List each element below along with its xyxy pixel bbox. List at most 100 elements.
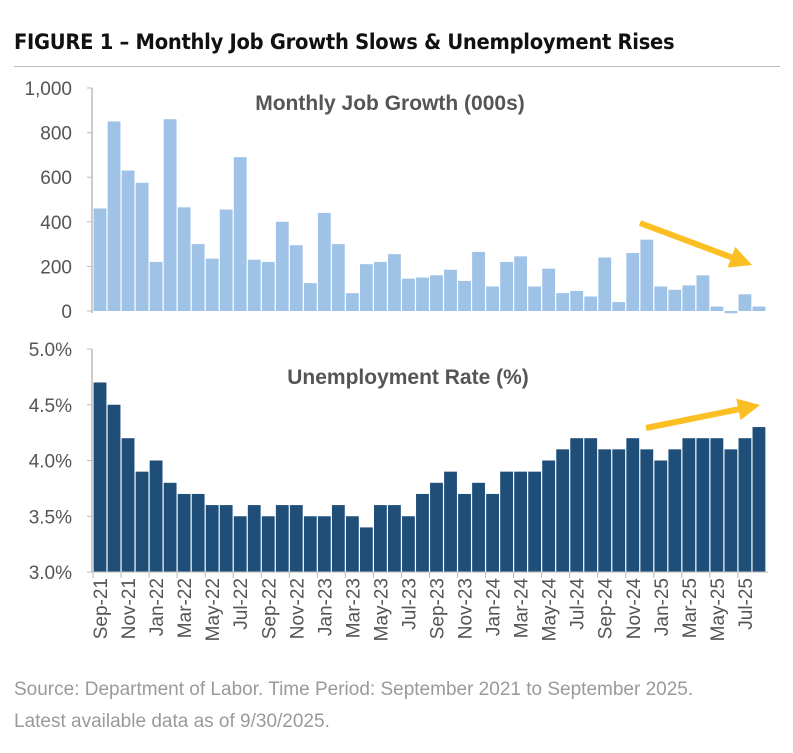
jobs-bar — [668, 289, 682, 311]
unemployment-bar — [416, 493, 429, 572]
title-divider — [14, 66, 780, 67]
x-tick-label: Sep-22 — [259, 578, 280, 639]
x-tick-label: Mar-23 — [343, 578, 364, 638]
jobs-bar — [416, 277, 429, 311]
unemployment-bar — [654, 460, 668, 572]
jobs-bar — [430, 275, 443, 311]
unemployment-bar — [556, 449, 570, 572]
unemployment-bar — [640, 449, 654, 572]
jobs-bar — [149, 261, 163, 311]
unemployment-bar — [261, 516, 275, 572]
y-tick-label: 5.0% — [29, 340, 72, 361]
jobs-bar — [752, 306, 766, 311]
jobs-bar — [317, 212, 331, 311]
down-arrow-shaft — [638, 220, 733, 261]
jobs-bar — [402, 278, 415, 311]
jobs-bar — [738, 294, 752, 311]
jobs-bar — [500, 261, 513, 311]
jobs-bar — [107, 121, 121, 311]
jobs-bar — [374, 261, 387, 311]
jobs-bar — [191, 244, 205, 311]
jobs-bar — [444, 269, 457, 311]
unemployment-bar — [331, 505, 345, 572]
unemployment-bar — [430, 482, 443, 572]
unemployment-bar — [205, 505, 219, 572]
unemployment-bar — [472, 482, 485, 572]
chart: Monthly Job Growth (000s) Unemployment R… — [24, 79, 768, 641]
y-tick-label: 1,000 — [24, 79, 72, 100]
x-tick-label: Jan-25 — [652, 578, 673, 636]
jobs-bar — [261, 261, 275, 311]
unemployment-bar — [724, 449, 738, 572]
unemployment-bar — [317, 516, 331, 572]
x-tick-label: Jul-23 — [399, 578, 420, 630]
jobs-bar — [458, 280, 471, 311]
unemployment-bar — [710, 438, 724, 572]
jobs-bar — [710, 306, 724, 311]
x-tick-label: Sep-23 — [427, 578, 448, 639]
x-tick-label: Jul-22 — [231, 578, 252, 630]
jobs-bar — [472, 251, 485, 311]
x-tick-label: Nov-23 — [456, 578, 477, 639]
unemployment-bar — [444, 471, 457, 572]
jobs-bar — [331, 244, 345, 311]
x-tick-label: Jan-22 — [147, 578, 168, 636]
jobs-bar — [514, 256, 528, 311]
unemployment-bar — [107, 404, 121, 572]
x-tick-label: Mar-25 — [680, 578, 701, 638]
y-tick-label: 400 — [40, 213, 72, 234]
jobs-bar — [163, 119, 177, 311]
x-tick-label: Nov-22 — [287, 578, 308, 639]
jobs-bar — [696, 275, 710, 311]
y-tick-label: 200 — [40, 257, 72, 278]
jobs-bar — [640, 239, 654, 311]
x-tick-label: May-25 — [708, 578, 729, 641]
jobs-bar — [359, 264, 373, 311]
unemployment-bar — [177, 493, 191, 572]
unemployment-bar — [598, 449, 612, 572]
unemployment-bar — [514, 471, 528, 572]
x-tick-label: Sep-24 — [596, 578, 617, 640]
y-tick-label: 3.5% — [29, 507, 72, 528]
jobs-bar — [528, 286, 542, 311]
y-tick-label: 800 — [40, 124, 72, 145]
y-tick-label: 0 — [61, 302, 72, 323]
unemployment-bar — [219, 505, 233, 572]
up-arrow-icon — [736, 398, 760, 421]
x-tick-label: Jan-24 — [484, 578, 505, 637]
jobs-bar — [584, 296, 598, 311]
unemployment-bar — [528, 471, 542, 572]
unemployment-bar — [738, 438, 752, 572]
unemployment-bar — [149, 460, 163, 572]
up-arrow-shaft — [645, 406, 740, 431]
jobs-bar — [219, 209, 233, 311]
jobs-bar — [626, 253, 640, 311]
x-tick-label: Jul-24 — [568, 578, 589, 630]
unemployment-bar — [345, 516, 359, 572]
jobs-bar — [682, 285, 696, 311]
unemployment-bar — [303, 516, 317, 572]
x-tick-label: Sep-21 — [91, 578, 112, 639]
unemployment-bar — [682, 438, 696, 572]
unemployment-bar — [247, 505, 261, 572]
jobs-bar — [542, 268, 556, 311]
jobs-chart-title: Monthly Job Growth (000s) — [255, 92, 525, 115]
x-tick-label: May-23 — [371, 578, 392, 641]
unemployment-bar — [500, 471, 513, 572]
jobs-bar — [121, 170, 135, 311]
unemployment-bar — [626, 438, 640, 572]
unemployment-bar — [612, 449, 626, 572]
y-tick-label: 4.0% — [29, 452, 72, 473]
jobs-bar — [177, 207, 191, 311]
unemployment-bar — [289, 505, 303, 572]
unemployment-bar — [458, 493, 471, 572]
unemployment-bar — [163, 482, 177, 572]
jobs-bar — [303, 283, 317, 311]
jobs-bar — [556, 293, 570, 311]
jobs-bar — [570, 290, 584, 311]
jobs-bar — [486, 286, 499, 311]
unemployment-bar — [233, 516, 247, 572]
unemployment-bar — [359, 527, 373, 572]
x-tick-label: Nov-21 — [119, 578, 140, 639]
x-tick-label: Jul-25 — [736, 578, 757, 630]
